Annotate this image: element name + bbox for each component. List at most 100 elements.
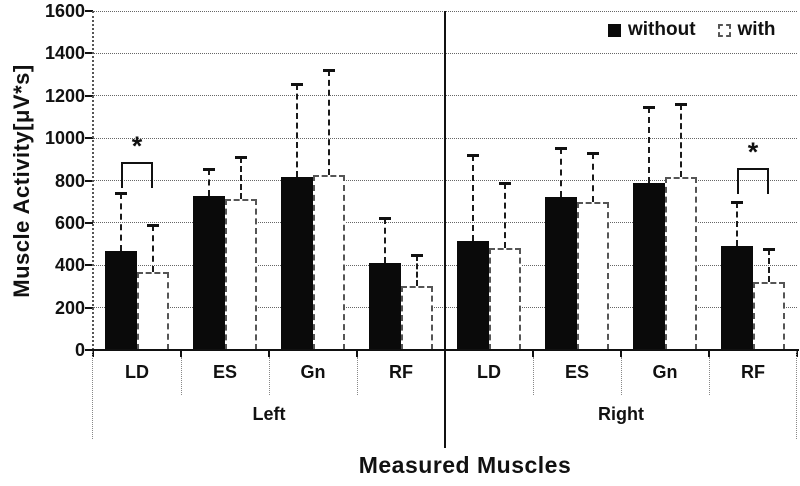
y-tick-label: 400 — [54, 255, 85, 276]
category-separator — [708, 357, 710, 395]
y-tick-label: 0 — [74, 340, 85, 360]
bar-with-right-rf — [753, 282, 785, 350]
error-bar-cap — [379, 216, 391, 220]
bar-without-left-ld — [105, 251, 137, 350]
error-bar-line — [384, 217, 386, 264]
x-axis-line — [85, 349, 799, 351]
category-separator — [268, 357, 270, 395]
x-axis-title: Measured Muscles — [358, 452, 572, 478]
legend-label-with: with — [737, 19, 776, 40]
legend-swatch-without-icon — [608, 23, 621, 37]
legend-swatch-with-icon — [717, 23, 731, 37]
error-bar-line — [592, 152, 594, 202]
legend-item-without: without — [608, 19, 696, 41]
y-axis-tick — [85, 221, 93, 224]
bar-with-left-ld — [137, 271, 169, 350]
x-boundary-tick — [180, 351, 182, 357]
y-axis-tick — [85, 306, 93, 309]
x-boundary-tick — [796, 351, 798, 357]
error-bar-line — [152, 224, 154, 272]
sig-bracket-right-rf — [737, 167, 769, 194]
category-label-right-es: ES — [564, 362, 589, 382]
error-bar-cap — [323, 69, 335, 73]
y-tick-label: 600 — [54, 212, 85, 233]
category-separator — [620, 357, 622, 395]
error-bar-line — [504, 182, 506, 249]
error-bar-line — [768, 249, 770, 283]
x-boundary-tick — [268, 351, 270, 357]
x-boundary-tick — [708, 351, 710, 357]
error-bar-cap — [675, 103, 687, 107]
error-bar-cap — [411, 253, 423, 257]
error-bar-line — [240, 157, 242, 199]
error-bar-line — [208, 168, 210, 197]
sig-asterisk-left-ld: * — [131, 131, 143, 162]
bar-without-right-rf — [721, 246, 753, 350]
error-bar-cap — [235, 156, 247, 160]
y-axis-line — [92, 11, 94, 350]
error-bar-cap — [587, 151, 599, 155]
bar-without-right-gn — [633, 182, 665, 350]
category-label-left-rf: RF — [389, 362, 413, 382]
y-tick-label: 1600 — [44, 1, 85, 21]
right-edge-line — [796, 351, 797, 439]
error-bar-cap — [115, 192, 127, 196]
error-bar-cap — [763, 248, 775, 252]
legend: without with — [608, 19, 776, 41]
y-axis-tick — [85, 179, 93, 182]
bar-with-left-rf — [401, 286, 433, 350]
category-label-left-es: ES — [212, 362, 237, 382]
bar-without-left-es — [193, 196, 225, 350]
legend-label-without: without — [628, 19, 696, 40]
bar-without-right-es — [545, 197, 577, 350]
group-divider-line — [444, 11, 446, 448]
error-bar-cap — [147, 223, 159, 227]
error-bar-line — [680, 104, 682, 178]
error-bar-line — [120, 193, 122, 252]
error-bar-line — [560, 147, 562, 198]
category-label-left-gn: Gn — [300, 362, 326, 382]
error-bar-line — [296, 84, 298, 178]
bar-without-left-rf — [369, 263, 401, 350]
y-tick-label: 200 — [54, 297, 85, 318]
x-boundary-tick — [92, 351, 94, 357]
error-bar-line — [472, 155, 474, 241]
group-label-left: Left — [252, 404, 286, 424]
y-axis-tick — [85, 137, 93, 140]
error-bar-line — [648, 107, 650, 183]
bar-with-right-es — [577, 201, 609, 350]
error-bar-line — [416, 254, 418, 287]
y-tick-label: 1000 — [44, 128, 85, 149]
category-label-right-ld: LD — [477, 362, 501, 382]
error-bar-cap — [555, 146, 567, 150]
y-tick-label: 1200 — [44, 85, 85, 106]
bar-with-left-es — [225, 198, 257, 350]
x-boundary-tick — [532, 351, 534, 357]
x-boundary-tick — [356, 351, 358, 357]
category-separator — [532, 357, 534, 395]
y-axis-tick — [85, 264, 93, 267]
y-axis-tick — [85, 94, 93, 97]
group-label-right: Right — [598, 404, 644, 424]
x-boundary-tick — [620, 351, 622, 357]
error-bar-cap — [643, 106, 655, 110]
legend-item-with: with — [717, 19, 776, 41]
error-bar-cap — [499, 181, 511, 185]
y-axis-tick — [85, 10, 93, 12]
bar-without-left-gn — [281, 177, 313, 350]
category-separator — [356, 357, 358, 395]
category-label-left-ld: LD — [125, 362, 149, 382]
error-bar-line — [736, 201, 738, 247]
error-bar-cap — [203, 167, 215, 171]
category-label-right-gn: Gn — [652, 362, 678, 382]
sig-asterisk-right-rf: * — [747, 136, 759, 167]
bar-without-right-ld — [457, 240, 489, 350]
error-bar-line — [328, 70, 330, 176]
bar-with-right-ld — [489, 248, 521, 350]
bar-with-right-gn — [665, 177, 697, 350]
y-tick-label: 1400 — [44, 43, 85, 64]
error-bar-cap — [291, 83, 303, 87]
y-tick-label: 800 — [54, 170, 85, 191]
category-label-right-rf: RF — [741, 362, 765, 382]
